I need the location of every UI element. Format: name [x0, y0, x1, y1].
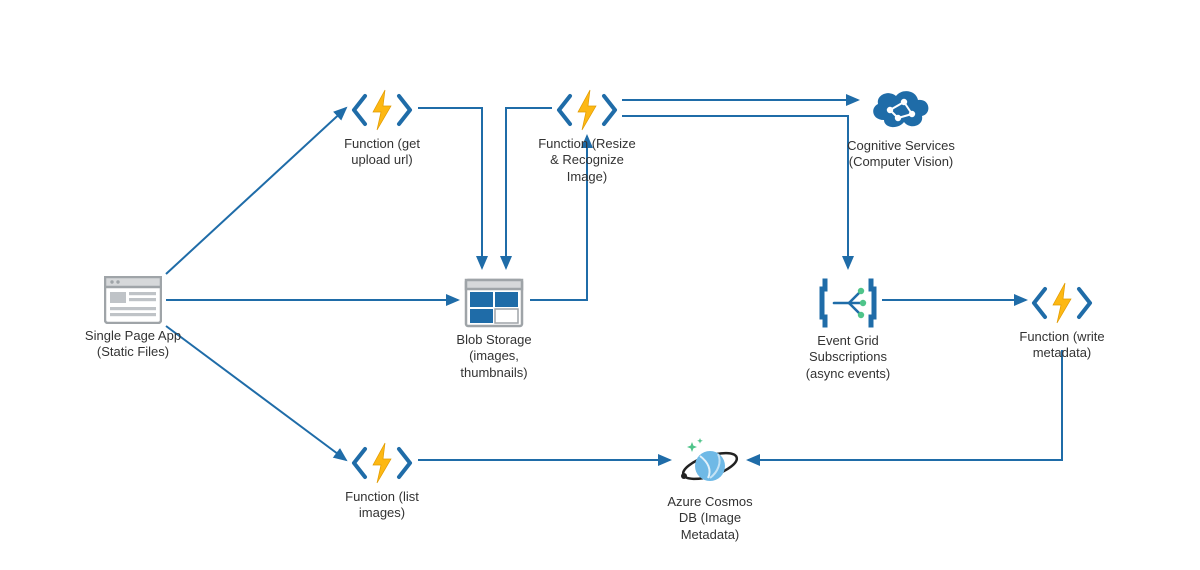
node-label: Function (Resize & Recognize Image) [507, 136, 667, 185]
node-function-writemeta: Function (write metadata) [982, 281, 1142, 362]
node-label: Azure Cosmos DB (Image Metadata) [630, 494, 790, 543]
node-blob-storage: Blob Storage (images, thumbnails) [414, 278, 574, 381]
node-single-page-app: Single Page App (Static Files) [53, 276, 213, 361]
event-grid-icon [819, 277, 877, 329]
node-cognitive-services: Cognitive Services (Computer Vision) [821, 86, 981, 171]
node-function-resize: Function (Resize & Recognize Image) [507, 88, 667, 185]
node-function-upload: Function (get upload url) [302, 88, 462, 169]
azure-function-icon [351, 88, 413, 132]
azure-function-icon [556, 88, 618, 132]
cognitive-brain-icon [866, 86, 936, 134]
browser-icon [104, 276, 162, 324]
node-cosmos-db: Azure Cosmos DB (Image Metadata) [630, 436, 790, 543]
node-label: Event Grid Subscriptions (async events) [768, 333, 928, 382]
node-label: Blob Storage (images, thumbnails) [414, 332, 574, 381]
cosmos-db-icon [678, 436, 742, 490]
node-label: Function (get upload url) [302, 136, 462, 169]
azure-function-icon [351, 441, 413, 485]
node-event-grid: Event Grid Subscriptions (async events) [768, 277, 928, 382]
blob-storage-icon [464, 278, 524, 328]
node-function-list: Function (list images) [302, 441, 462, 522]
azure-function-icon [1031, 281, 1093, 325]
node-label: Function (write metadata) [982, 329, 1142, 362]
node-label: Single Page App (Static Files) [53, 328, 213, 361]
node-label: Cognitive Services (Computer Vision) [821, 138, 981, 171]
node-label: Function (list images) [302, 489, 462, 522]
